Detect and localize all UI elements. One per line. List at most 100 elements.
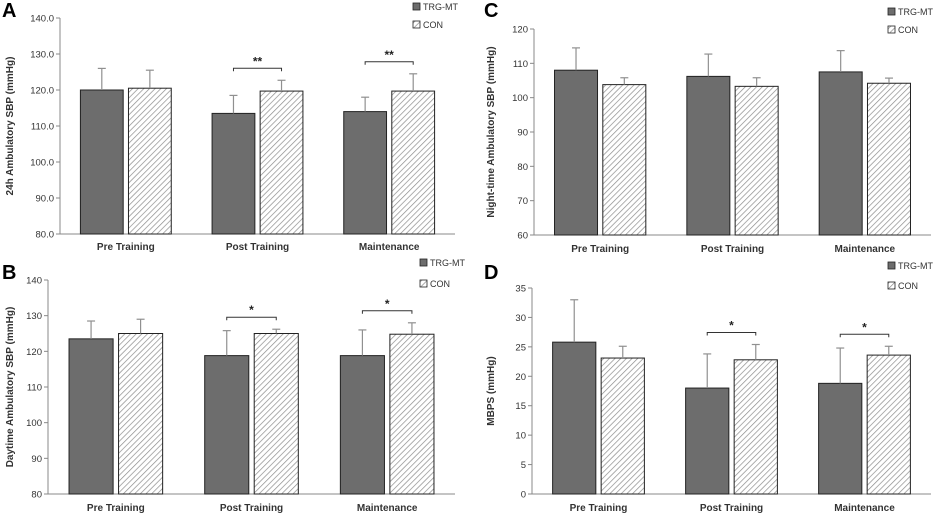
- legend-swatch-trg-mt: [887, 7, 896, 16]
- bar-con: [866, 354, 911, 495]
- x-category-label: Maintenance: [834, 503, 895, 514]
- x-category-label: Post Training: [226, 242, 289, 253]
- y-tick-label: 90: [31, 454, 42, 465]
- y-tick-label: 110: [27, 383, 42, 394]
- bar-con: [733, 359, 778, 495]
- panel-c: C 60 70 80 90 100 110 120 Night-time Ambulatory …: [484, 0, 933, 255]
- x-category-label: Pre Training: [570, 503, 628, 514]
- bar-trg-mt: [339, 355, 385, 495]
- y-tick-label: 25: [515, 342, 526, 353]
- bar-con: [600, 357, 645, 495]
- bar-trg-mt: [343, 111, 388, 235]
- legend-label: CON: [898, 281, 918, 291]
- significance-marker: *: [249, 303, 254, 317]
- bar-con: [734, 85, 779, 236]
- legend-label: CON: [430, 279, 450, 289]
- panel-letter: C: [484, 0, 498, 22]
- bar-trg-mt: [552, 341, 597, 495]
- significance-bracket: [364, 61, 414, 65]
- panel-letter: D: [484, 262, 498, 284]
- y-tick-label: 90.0: [36, 194, 55, 205]
- legend-swatch-con: [412, 20, 421, 29]
- y-tick-label: 80: [517, 162, 528, 173]
- significance-marker: **: [253, 54, 263, 68]
- bar-con: [118, 333, 164, 495]
- bar-con: [389, 333, 435, 495]
- y-tick-label: 140.0: [30, 14, 54, 25]
- y-tick-label: 20: [515, 372, 526, 383]
- significance-marker: *: [385, 297, 390, 311]
- y-tick-label: 120: [26, 347, 42, 358]
- y-tick-label: 60: [517, 231, 528, 242]
- significance-marker: *: [729, 319, 734, 333]
- significance-bracket: [232, 67, 283, 72]
- legend-swatch-trg-mt: [887, 261, 896, 270]
- y-tick-label: 30: [515, 313, 526, 324]
- x-category-label: Post Training: [220, 503, 283, 514]
- bar-con: [259, 90, 304, 235]
- legend-label: CON: [898, 25, 918, 35]
- panel-letter: B: [2, 262, 16, 284]
- panel-d: D 0 5 10 15 20 25 30 35 MBPS (mmHg) Pre Training Po…: [484, 261, 933, 514]
- significance-bracket: [361, 310, 413, 314]
- bar-trg-mt: [554, 69, 599, 236]
- y-tick-label: 80.0: [36, 230, 55, 241]
- bar-con: [253, 333, 299, 495]
- y-axis-label: 24h Ambulatory SBP (mmHg): [5, 57, 16, 196]
- y-tick-label: 110.0: [31, 122, 54, 133]
- y-tick-label: 100: [512, 93, 528, 104]
- bar-con: [602, 84, 647, 236]
- legend-label: TRG-MT: [898, 7, 933, 17]
- y-tick-label: 35: [515, 284, 526, 295]
- y-tick-label: 130.0: [30, 50, 54, 61]
- significance-bracket: [839, 333, 890, 338]
- panel-letter: A: [2, 0, 16, 22]
- x-category-label: Maintenance: [359, 242, 420, 253]
- x-category-label: Pre Training: [97, 242, 155, 253]
- y-tick-label: 110: [513, 59, 528, 70]
- y-tick-label: 100.0: [30, 158, 54, 169]
- bar-trg-mt: [211, 112, 256, 235]
- x-category-label: Pre Training: [87, 503, 145, 514]
- legend-label: TRG-MT: [423, 2, 458, 12]
- bar-trg-mt: [204, 355, 250, 495]
- y-tick-label: 120.0: [30, 86, 54, 97]
- significance-bracket: [706, 332, 757, 336]
- y-tick-label: 130: [26, 311, 42, 322]
- legend-swatch-con: [887, 281, 896, 290]
- panel-a: A 80.0 90.0 100.0 110.0 120.0 130.0 140.0 24h Am…: [2, 0, 458, 253]
- y-axis-label: Night-time Ambulatory SBP (mmHg): [486, 46, 497, 217]
- x-category-label: Post Training: [701, 244, 764, 255]
- legend-label: CON: [423, 20, 443, 30]
- significance-bracket: [226, 316, 277, 321]
- legend-label: TRG-MT: [898, 261, 933, 271]
- panel-b: B 80 90 100 110 120 130 140 Daytime Ambulatory S…: [2, 258, 465, 514]
- y-axis-label: Daytime Ambulatory SBP (mmHg): [5, 307, 16, 468]
- x-category-label: Pre Training: [571, 244, 629, 255]
- legend-swatch-trg-mt: [419, 258, 428, 267]
- y-tick-label: 80: [31, 490, 42, 501]
- x-category-label: Post Training: [700, 503, 763, 514]
- significance-marker: **: [384, 48, 394, 62]
- y-tick-label: 5: [521, 460, 526, 471]
- bar-con: [866, 82, 911, 236]
- bar-trg-mt: [685, 387, 730, 495]
- legend-swatch-con: [419, 279, 428, 288]
- legend-swatch-con: [887, 25, 896, 34]
- y-tick-label: 70: [517, 196, 528, 207]
- y-tick-label: 0: [521, 490, 526, 501]
- y-axis-label: MBPS (mmHg): [486, 356, 497, 425]
- bar-trg-mt: [68, 338, 114, 495]
- legend-swatch-trg-mt: [412, 2, 421, 11]
- bar-trg-mt: [818, 382, 863, 495]
- legend-label: TRG-MT: [430, 258, 465, 268]
- bar-trg-mt: [818, 71, 863, 236]
- x-category-label: Maintenance: [357, 503, 418, 514]
- y-tick-label: 100: [26, 418, 42, 429]
- bar-con: [127, 87, 172, 235]
- bar-con: [391, 90, 436, 235]
- x-category-label: Maintenance: [835, 244, 896, 255]
- y-tick-label: 120: [512, 25, 528, 36]
- bar-trg-mt: [79, 89, 124, 235]
